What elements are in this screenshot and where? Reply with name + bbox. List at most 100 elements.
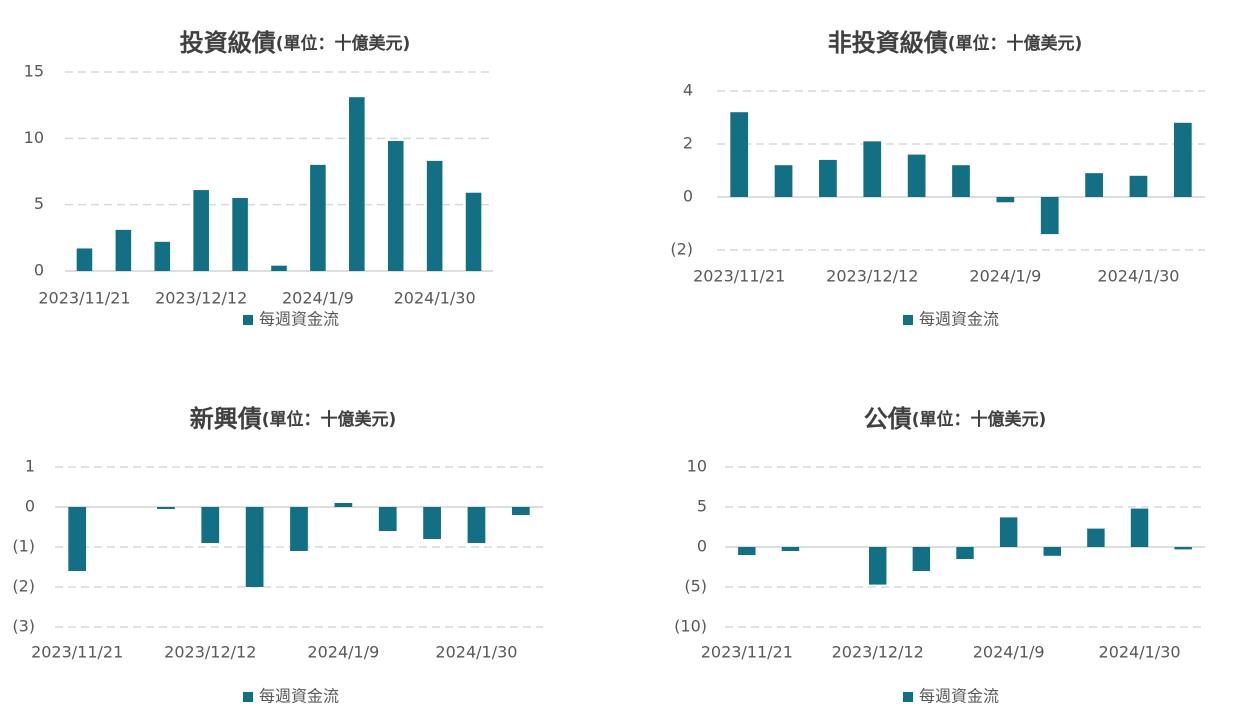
title-main: 非投資級債 — [828, 29, 948, 57]
legend-label: 每週資金流 — [259, 310, 339, 329]
title-unit: (單位：十億美元) — [276, 33, 411, 54]
chart-title: 投資級債(單位：十億美元) — [180, 29, 411, 57]
y-tick-label: 0 — [697, 537, 707, 556]
x-tick-label: 2023/11/21 — [38, 289, 130, 308]
x-tick-label: 2024/1/9 — [307, 643, 379, 662]
chart-title: 新興債(單位：十億美元) — [190, 405, 397, 433]
y-tick-label: 5 — [34, 194, 44, 213]
legend-swatch — [243, 692, 253, 702]
bar — [912, 547, 931, 571]
bar — [76, 248, 93, 271]
bar — [349, 97, 365, 271]
x-tick-label: 2024/1/9 — [969, 267, 1041, 286]
bar — [738, 547, 756, 555]
legend-swatch — [243, 315, 253, 325]
chart-panel: 公債(單位：十億美元) (10) (5) 0 5 10 2023/11/21 2023/12/… — [674, 405, 1205, 706]
bar — [730, 112, 749, 197]
bar — [999, 517, 1018, 547]
bar — [1130, 508, 1149, 547]
x-tick-label: 2024/1/30 — [394, 289, 476, 308]
bar — [869, 547, 887, 585]
y-tick-label: 5 — [697, 497, 707, 516]
bar — [232, 198, 248, 271]
x-tick-label: 2023/11/21 — [701, 643, 793, 662]
bar — [157, 507, 175, 509]
x-tick-label: 2023/11/21 — [693, 267, 785, 286]
legend-label: 每週資金流 — [259, 687, 339, 706]
y-tick-label: (2) — [12, 577, 35, 596]
y-tick-label: 4 — [683, 81, 693, 100]
bar — [290, 507, 308, 551]
bar — [334, 503, 353, 507]
bar — [68, 507, 87, 571]
y-tick-label: 0 — [683, 187, 693, 206]
chart-panel: 非投資級債(單位：十億美元) (2) 0 2 4 2023/11/21 2023/12/12… — [670, 29, 1205, 329]
bar — [245, 507, 264, 587]
chart-panel: 投資級債(單位：十億美元) 0 5 10 15 2023/11/21 2023/12/12 2… — [24, 29, 493, 329]
title-main: 新興債 — [190, 405, 262, 433]
bar — [154, 241, 171, 271]
bar — [1085, 173, 1103, 197]
bar — [774, 165, 793, 197]
y-tick-label: (1) — [12, 537, 35, 556]
y-tick-label: (5) — [684, 577, 707, 596]
bar — [271, 265, 287, 271]
bar — [378, 507, 397, 531]
bar — [956, 547, 974, 559]
bar — [1129, 175, 1148, 197]
bar — [1087, 528, 1105, 547]
y-tick-label: 10 — [24, 128, 44, 147]
bar — [781, 547, 800, 551]
bar — [423, 507, 441, 539]
bar — [387, 140, 404, 271]
bar — [465, 192, 482, 271]
bar — [193, 190, 209, 271]
title-unit: (單位：十億美元) — [262, 409, 397, 430]
x-tick-label: 2023/12/12 — [164, 643, 256, 662]
x-tick-label: 2023/12/12 — [155, 289, 247, 308]
bar — [996, 197, 1015, 203]
legend-swatch — [903, 692, 913, 702]
bar — [201, 507, 220, 543]
title-main: 公債 — [864, 405, 912, 433]
y-tick-label: 0 — [25, 497, 35, 516]
legend-swatch — [903, 315, 913, 325]
x-tick-label: 2024/1/9 — [973, 643, 1045, 662]
chart-panel: 新興債(單位：十億美元) (3) (2) (1) 0 1 2023/11/21 2023/12… — [12, 405, 543, 706]
y-tick-label: 10 — [687, 457, 707, 476]
bar — [819, 159, 837, 197]
title-unit: (單位：十億美元) — [912, 409, 1047, 430]
x-tick-label: 2024/1/30 — [1099, 643, 1181, 662]
x-tick-label: 2024/1/30 — [1097, 267, 1179, 286]
y-tick-label: 0 — [34, 261, 44, 280]
bar — [115, 229, 132, 271]
y-tick-label: (2) — [670, 240, 693, 259]
y-tick-label: (3) — [12, 617, 35, 636]
y-tick-label: 15 — [24, 62, 44, 81]
legend-label: 每週資金流 — [919, 687, 999, 706]
bar — [467, 507, 486, 543]
x-tick-label: 2024/1/9 — [282, 289, 354, 308]
y-tick-label: (10) — [674, 617, 707, 636]
bar — [952, 165, 970, 197]
legend-label: 每週資金流 — [919, 310, 999, 329]
x-tick-label: 2023/12/12 — [832, 643, 924, 662]
bar — [1173, 122, 1192, 197]
bar — [1043, 547, 1061, 556]
x-tick-label: 2023/12/12 — [826, 267, 918, 286]
y-tick-label: 1 — [25, 457, 35, 476]
bar — [863, 141, 882, 197]
bar — [907, 154, 926, 197]
bar — [1040, 197, 1059, 235]
title-main: 投資級債 — [180, 29, 276, 57]
bar — [426, 160, 443, 271]
x-tick-label: 2023/11/21 — [31, 643, 123, 662]
chart-title: 非投資級債(單位：十億美元) — [828, 29, 1083, 57]
bar — [1174, 547, 1192, 550]
bar — [310, 164, 326, 271]
x-tick-label: 2024/1/30 — [435, 643, 517, 662]
y-tick-label: 2 — [683, 134, 693, 153]
chart-title: 公債(單位：十億美元) — [864, 405, 1047, 433]
bar — [511, 507, 530, 515]
